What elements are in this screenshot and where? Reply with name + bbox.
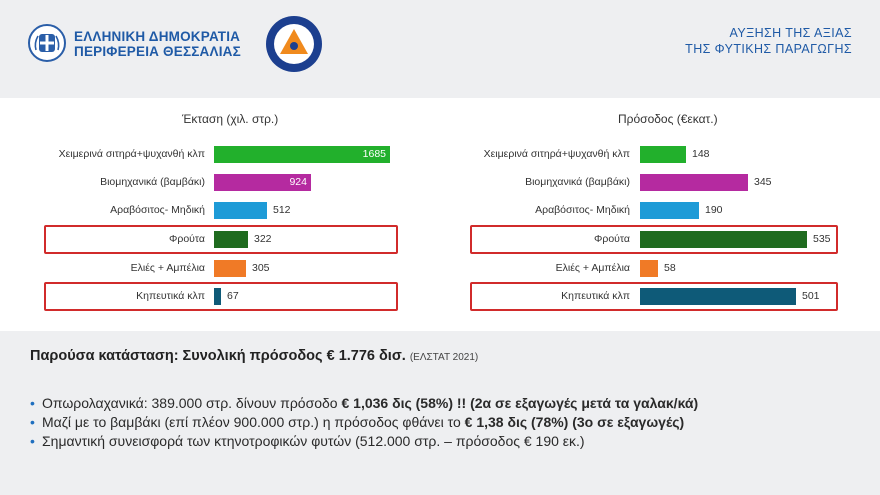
bar (640, 260, 658, 277)
bullet-item: Σημαντική συνεισφορά των κτηνοτροφικών φ… (30, 432, 860, 451)
slide-title-line-1: ΑΥΞΗΣΗ ΤΗΣ ΑΞΙΑΣ (729, 26, 852, 40)
bar (214, 202, 267, 219)
slide-title-line-2: ΤΗΣ ΦΥΤΙΚΗΣ ΠΑΡΑΓΩΓΗΣ (685, 42, 852, 56)
bullet-list: Οπωρολαχανικά: 389.000 στρ. δίνουν πρόσο… (30, 394, 860, 451)
bar (640, 146, 686, 163)
bullet-item: Οπωρολαχανικά: 389.000 στρ. δίνουν πρόσο… (30, 394, 860, 413)
chart-title: Έκταση (χιλ. στρ.) (182, 112, 279, 126)
summary-line: Παρούσα κατάσταση: Συνολική πρόσοδος € 1… (30, 348, 478, 364)
highlight-box (44, 282, 398, 311)
category-label: Χειμερινά σιτηρά+ψυχανθή κλπ (483, 148, 630, 160)
category-label: Φρούτα (593, 233, 630, 245)
bullet-text: Οπωρολαχανικά: 389.000 στρ. δίνουν πρόσο… (42, 395, 342, 411)
category-label: Κηπευτικά κλπ (561, 290, 630, 302)
category-label: Φρούτα (168, 233, 205, 245)
organization-name: ΕΛΛΗΝΙΚΗ ΔΗΜΟΚΡΑΤΙΑ ΠΕΡΙΦΕΡΕΙΑ ΘΕΣΣΑΛΙΑΣ (74, 29, 241, 59)
org-line-2: ΠΕΡΙΦΕΡΕΙΑ ΘΕΣΣΑΛΙΑΣ (74, 44, 241, 59)
bar (214, 146, 390, 163)
data-label: 148 (692, 148, 710, 160)
category-label: Ελιές + Αμπέλια (130, 262, 205, 274)
summary-source: (ΕΛΣΤΑΤ 2021) (409, 352, 479, 363)
data-label: 924 (289, 176, 307, 188)
data-label: 535 (813, 233, 831, 245)
data-label: 67 (227, 290, 239, 302)
category-label: Βιομηχανικά (βαμβάκι) (525, 176, 630, 188)
highlight-box (470, 225, 838, 254)
bullet-text: Μαζί με το βαμβάκι (επί πλέον 900.000 στ… (42, 414, 465, 430)
bullet-text: Σημαντική συνεισφορά των κτηνοτροφικών φ… (42, 433, 585, 449)
chart-title: Πρόσοδος (€εκατ.) (618, 112, 718, 126)
bar (214, 260, 246, 277)
data-label: 501 (802, 290, 820, 302)
bar (214, 288, 221, 305)
bar (640, 174, 748, 191)
category-label: Ελιές + Αμπέλια (555, 262, 630, 274)
highlight-box (470, 282, 838, 311)
category-label: Αραβόσιτος- Μηδική (535, 204, 630, 216)
bullet-item: Μαζί με το βαμβάκι (επί πλέον 900.000 στ… (30, 413, 860, 432)
data-label: 58 (664, 262, 676, 274)
category-label: Αραβόσιτος- Μηδική (110, 204, 205, 216)
bar (640, 288, 796, 305)
data-label: 512 (273, 204, 291, 216)
highlight-box (44, 225, 398, 254)
data-label: 190 (705, 204, 723, 216)
slide-title: ΑΥΞΗΣΗ ΤΗΣ ΑΞΙΑΣ ΤΗΣ ΦΥΤΙΚΗΣ ΠΑΡΑΓΩΓΗΣ (685, 25, 852, 57)
org-line-1: ΕΛΛΗΝΙΚΗ ΔΗΜΟΚΡΑΤΙΑ (74, 29, 241, 44)
bar (214, 174, 311, 191)
bullet-bold-text: € 1,38 δις (78%) (3ο σε εξαγωγές) (464, 414, 685, 430)
data-label: 345 (754, 176, 772, 188)
data-label: 305 (252, 262, 270, 274)
civil-protection-logo-icon (265, 15, 323, 73)
bar (640, 231, 807, 248)
bar (640, 202, 699, 219)
data-label: 322 (254, 233, 272, 245)
header-bar: ΕΛΛΗΝΙΚΗ ΔΗΜΟΚΡΑΤΙΑ ΠΕΡΙΦΕΡΕΙΑ ΘΕΣΣΑΛΙΑΣ… (0, 0, 880, 98)
category-label: Χειμερινά σιτηρά+ψυχανθή κλπ (58, 148, 205, 160)
greek-emblem-icon (28, 24, 66, 62)
bullet-bold-text: € 1,036 δις (58%) !! (2α σε εξαγωγές μετ… (341, 395, 699, 411)
category-label: Κηπευτικά κλπ (136, 290, 205, 302)
bar (214, 231, 248, 248)
summary-text: Παρούσα κατάσταση: Συνολική πρόσοδος € 1… (30, 348, 406, 364)
category-label: Βιομηχανικά (βαμβάκι) (100, 176, 205, 188)
data-label: 1685 (362, 148, 386, 160)
